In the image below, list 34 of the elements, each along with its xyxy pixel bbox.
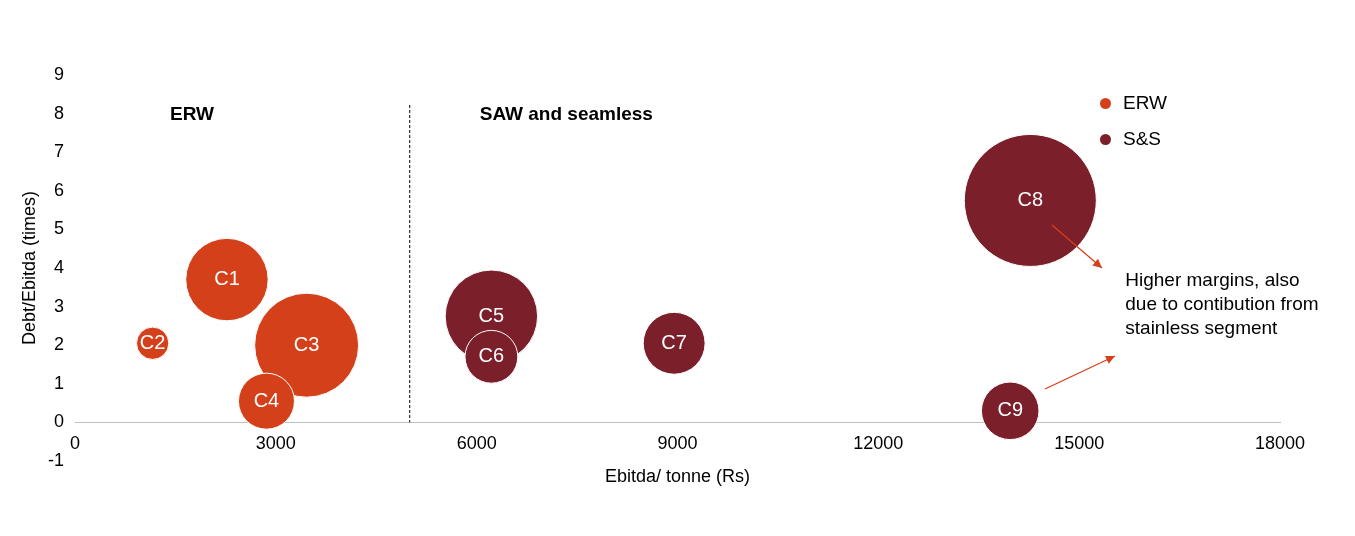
data-label: C2 — [139, 330, 166, 353]
data-label: C8 — [1017, 187, 1044, 210]
x-tick-label: 0 — [69, 433, 81, 454]
y-tick-label: 2 — [53, 334, 64, 355]
y-tick-label: 6 — [53, 179, 64, 200]
data-label: C1 — [214, 267, 240, 290]
x-tick-label: 9000 — [657, 433, 698, 454]
data-label: C4 — [253, 388, 280, 411]
legend-label: ERW — [1123, 92, 1167, 114]
x-tick-label: 18000 — [1254, 433, 1306, 454]
y-tick-label: 1 — [53, 372, 64, 393]
y-tick-label: 3 — [53, 295, 64, 316]
y-axis-title: Debt/Ebitda (times) — [19, 190, 40, 346]
annotation: ERW — [170, 103, 215, 125]
y-tick-label: 7 — [53, 141, 64, 162]
data-label: C9 — [997, 398, 1023, 421]
y-tick-label: 5 — [53, 218, 64, 239]
data-label: C6 — [478, 344, 505, 367]
data-label: C3 — [293, 332, 320, 355]
y-tick-label: 9 — [53, 63, 64, 84]
x-tick-label: 6000 — [456, 433, 497, 454]
y-tick-label: 8 — [53, 102, 64, 123]
y-tick-label: 0 — [53, 411, 64, 432]
x-axis-title: Ebitda/ tonne (Rs) — [604, 465, 751, 486]
x-tick-label: 3000 — [255, 433, 296, 454]
x-tick-label: 12000 — [853, 433, 904, 454]
annotation: Higher margins, also due to contibution from stainless segment — [1125, 268, 1320, 340]
x-tick-label: 15000 — [1054, 433, 1105, 454]
data-label: C7 — [661, 330, 687, 353]
y-tick-label: -1 — [47, 449, 64, 470]
data-label: C5 — [478, 303, 505, 326]
legend-label: S&S — [1123, 128, 1162, 150]
y-tick-label: 4 — [53, 256, 64, 277]
annotation: SAW and seamless — [479, 103, 653, 125]
